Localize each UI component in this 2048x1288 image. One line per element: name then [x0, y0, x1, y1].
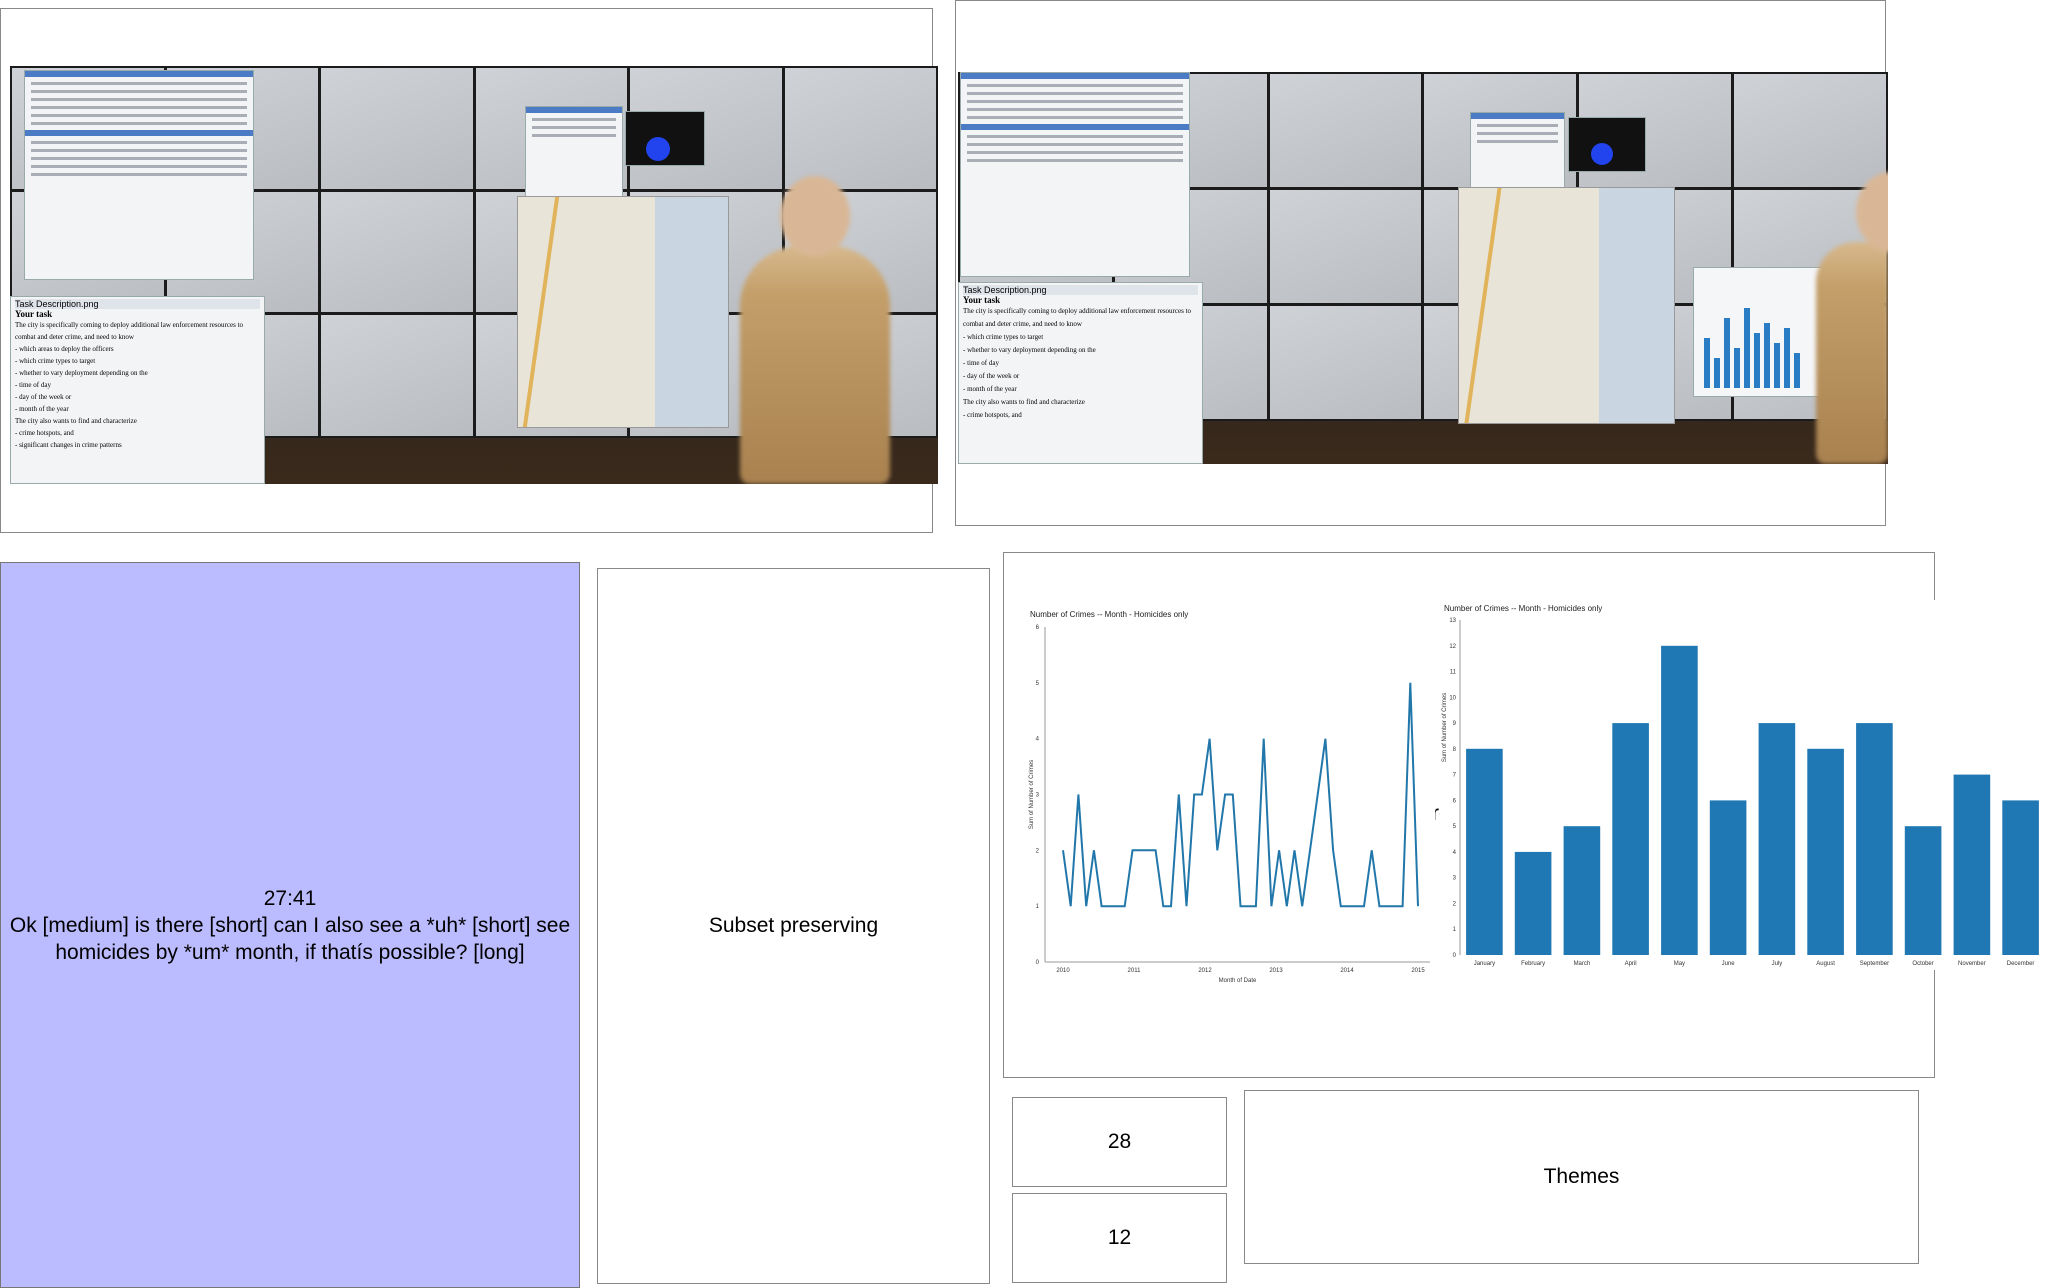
x-tick-label: June — [1722, 961, 1736, 967]
x-tick-label: 2011 — [1128, 968, 1142, 974]
task-description-window: Task Description.png Your task The city … — [10, 296, 265, 484]
x-tick-label: May — [1674, 961, 1685, 967]
x-tick-label: 2014 — [1340, 968, 1354, 974]
bar — [1563, 826, 1601, 955]
bar — [1466, 748, 1503, 955]
bar — [1758, 723, 1796, 955]
task-heading: Your task — [15, 309, 53, 319]
y-tick-label: 1 — [1036, 904, 1040, 910]
y-tick-label: 0 — [1036, 960, 1040, 966]
line-chart-panel: Number of Crimes -- Month - Homicides on… — [1025, 602, 1435, 987]
x-tick-label: December — [2007, 961, 2035, 967]
bar — [1953, 774, 1991, 955]
y-tick-label: 3 — [1453, 876, 1457, 882]
map-window — [517, 196, 729, 428]
y-tick-label: 11 — [1450, 670, 1457, 676]
y-tick-label: 9 — [1453, 721, 1457, 727]
themes-card: Themes — [1244, 1090, 1919, 1264]
x-axis-label: Month of Date — [1219, 978, 1257, 984]
count-box-28: 28 — [1012, 1097, 1227, 1187]
x-tick-label: 2013 — [1269, 968, 1283, 974]
y-axis-label: Sum of Number of Crimes — [1029, 760, 1035, 829]
bar — [1904, 826, 1942, 955]
data-description-window — [960, 72, 1190, 277]
bar-chart-window — [1693, 267, 1823, 397]
y-tick-label: 0 — [1453, 953, 1457, 959]
bar — [1514, 851, 1552, 955]
bar — [2002, 800, 2039, 955]
bar — [1807, 748, 1844, 955]
y-tick-label: 4 — [1453, 850, 1457, 856]
wall-display-photo-1: Task Description.png Your task The city … — [10, 66, 938, 484]
video-window — [1568, 117, 1646, 172]
map-window — [1458, 187, 1675, 424]
y-tick-label: 5 — [1036, 681, 1040, 687]
y-tick-label: 12 — [1449, 644, 1456, 650]
task-lines: The city is specifically coming to deplo… — [963, 307, 1192, 419]
y-tick-label: 2 — [1036, 848, 1040, 854]
y-tick-label: 13 — [1449, 618, 1456, 624]
line-chart: 0 1 2 3 4 5 6 2010 2011 2012 2013 2014 2015 Month of … — [1029, 625, 1430, 984]
person-silhouette — [1816, 172, 1888, 464]
x-tick-label: February — [1521, 961, 1545, 967]
count-box-12: 12 — [1012, 1193, 1227, 1283]
wall-display-photo-2: Task Description.png Your task The city … — [958, 72, 1888, 464]
x-tick-label: November — [1958, 961, 1986, 967]
y-tick-label: 6 — [1453, 798, 1457, 804]
y-axis-label: Sum of Number of Crimes — [1442, 693, 1448, 762]
x-tick-label: October — [1912, 961, 1933, 967]
x-tick-label: April — [1625, 961, 1637, 967]
bar-chart-panel: Number of Crimes -- Month - Homicides on… — [1440, 600, 2048, 970]
x-tick-label: 2010 — [1056, 968, 1070, 974]
subset-label: Subset preserving — [708, 914, 879, 937]
person-silhouette — [740, 176, 890, 484]
x-tick-label: January — [1474, 961, 1495, 967]
themes-label: Themes — [1543, 1165, 1620, 1188]
data-description-window — [24, 70, 254, 280]
task-window-title: Task Description.png — [15, 299, 260, 309]
count-a-label: 28 — [1107, 1130, 1132, 1153]
bar — [1709, 800, 1747, 955]
y-tick-label: 4 — [1036, 737, 1040, 743]
y-tick-label: 3 — [1036, 793, 1040, 799]
bar — [1612, 723, 1649, 955]
x-tick-label: 2012 — [1198, 968, 1212, 974]
bar-chart-title: Number of Crimes -- Month - Homicides on… — [1444, 604, 1603, 613]
count-b-label: 12 — [1107, 1226, 1132, 1249]
x-tick-label: July — [1772, 961, 1783, 967]
y-tick-label: 10 — [1449, 695, 1456, 701]
y-tick-label: 8 — [1453, 747, 1457, 753]
subset-preserving-card: Subset preserving — [597, 568, 990, 1284]
x-tick-label: March — [1574, 961, 1591, 967]
line-chart-title: Number of Crimes -- Month - Homicides on… — [1030, 610, 1189, 619]
y-tick-label: 5 — [1453, 824, 1457, 830]
x-tick-label: 2015 — [1411, 968, 1425, 974]
y-tick-label: 1 — [1453, 927, 1457, 933]
y-tick-label: 7 — [1453, 773, 1457, 779]
bar — [1661, 645, 1698, 955]
task-description-window: Task Description.png Your task The city … — [958, 282, 1203, 464]
y-tick-label: 2 — [1453, 901, 1457, 907]
video-window — [625, 111, 705, 166]
x-tick-label: August — [1816, 961, 1835, 967]
line-series — [1062, 682, 1419, 908]
quote-card: 27:41 Ok [medium] is there [short] can I… — [0, 562, 580, 1288]
quote-timestamp: 27:41 — [263, 886, 317, 910]
task-heading: Your task — [963, 295, 1001, 305]
task-window-title: Task Description.png — [963, 285, 1198, 295]
quote-text: Ok [medium] is there [short] can I also … — [9, 913, 571, 964]
x-tick-label: September — [1860, 961, 1889, 967]
bar — [1856, 723, 1893, 955]
y-tick-label: 6 — [1036, 625, 1040, 631]
task-lines: The city is specifically coming to deplo… — [15, 321, 244, 449]
